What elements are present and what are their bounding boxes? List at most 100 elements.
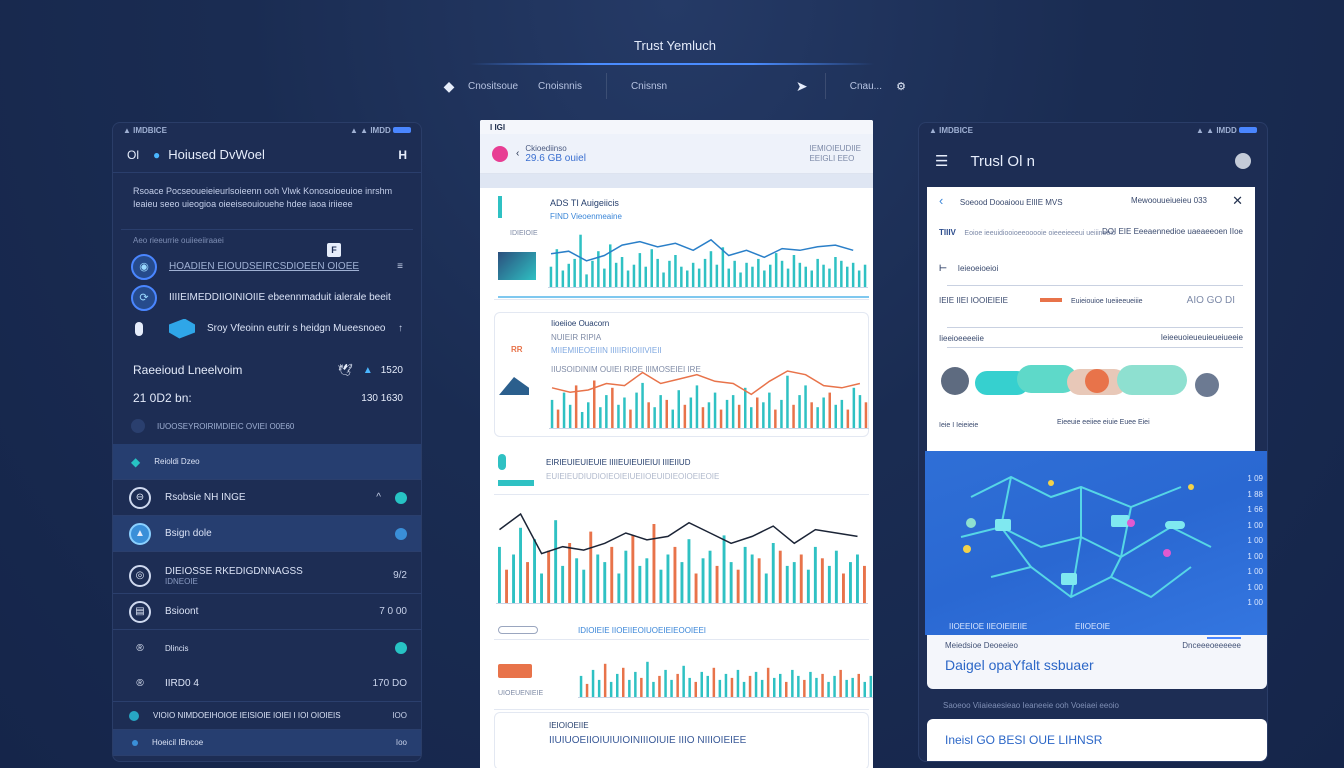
chart-bar xyxy=(754,671,758,698)
chart-bar xyxy=(676,673,679,698)
chart-line xyxy=(551,370,861,396)
teal-marker xyxy=(498,196,502,218)
chart-bar xyxy=(611,387,614,429)
chart-bar xyxy=(567,263,570,288)
list-item[interactable]: ® IIRD0 4 170 DO xyxy=(113,666,421,702)
chart-bar xyxy=(736,669,740,698)
chart-bar xyxy=(851,677,854,698)
list-item[interactable]: Hoeicil IBncoe Ioo xyxy=(113,730,421,756)
nav-item-2[interactable]: Cnoisnnis xyxy=(538,80,582,92)
list-row[interactable]: ◉ HOADIEN EIOUDSEIRCSDIOEEN OIOEE ≡ xyxy=(113,251,421,282)
profile-button[interactable] xyxy=(1235,153,1251,169)
chart-bar xyxy=(662,272,665,288)
chart-card[interactable]: UIOEUENIEIE xyxy=(494,648,873,710)
flow-icon[interactable]: F xyxy=(327,243,341,257)
nav-item-1[interactable]: Cnositsoue xyxy=(468,80,519,92)
row-text: HOADIEN EIOUDSEIRCSDIOEEN OIOEE xyxy=(169,261,360,272)
nav-item-3[interactable]: Cnisnsn xyxy=(630,80,668,92)
chart-bar xyxy=(736,569,740,604)
back-icon[interactable]: ‹ xyxy=(939,193,944,208)
blue-dot[interactable] xyxy=(395,527,407,540)
list-row[interactable]: Sroy Vfeoinn eutrir s heidgn Mueesnoeo ↑ xyxy=(113,313,421,344)
item-name: DIEIOSSE RKEDIGDNNAGSS IDNEOIE xyxy=(165,565,303,586)
settings-icon[interactable]: ⚙ xyxy=(896,80,906,93)
chart-bar xyxy=(670,679,673,698)
toggle-indicator[interactable] xyxy=(135,321,143,336)
info-card[interactable]: Ineisl GO BESI OUE LIHNSR xyxy=(927,719,1267,761)
chart-bar xyxy=(780,260,784,288)
item-end: Ioo xyxy=(395,738,407,747)
chart-bar xyxy=(706,675,709,698)
menu-icon[interactable]: H xyxy=(398,147,407,162)
chart-bar xyxy=(656,258,659,288)
nav-separator xyxy=(605,73,607,99)
chart-bar xyxy=(703,258,707,288)
back-icon[interactable]: ‹ xyxy=(516,148,520,159)
list-item[interactable]: ◎ DIEIOSSE RKEDIGDNNAGSS IDNEOIE 9/2 xyxy=(113,558,421,594)
list-item[interactable]: ⊖ Rsobsie NH INGE ^ xyxy=(113,480,421,516)
network-map[interactable]: 1 09 1 88 1 66 1 00 1 00 1 00 1 00 1 00 … xyxy=(925,451,1267,635)
chart-bar xyxy=(851,262,855,288)
chart-bar xyxy=(766,667,770,698)
list-row[interactable]: ⟳ IIIIEIMEDDIIOINIOIIE ebeennmaduit iale… xyxy=(113,282,421,313)
chart-bar xyxy=(629,409,632,429)
chart-bar xyxy=(652,681,655,698)
chart-bar xyxy=(771,543,775,604)
page-title: Trusl Ol n xyxy=(970,152,1035,170)
chart-bar xyxy=(718,679,722,698)
profile-icon[interactable] xyxy=(492,145,508,162)
right-header: ☰ Trusl Ol n xyxy=(919,137,1267,185)
chart-bar xyxy=(737,404,741,429)
chart-bar xyxy=(792,562,796,604)
chart-bar xyxy=(834,257,837,288)
close-icon[interactable]: ✕ xyxy=(1232,193,1243,208)
chart-card[interactable]: EIRIEUIEUIEUIE IIIIEUIEUIEIUI IIIEIIUD E… xyxy=(494,450,869,495)
header-left-label[interactable]: Ol xyxy=(127,147,139,162)
list-item[interactable]: ◆ Reioldi Dzeo xyxy=(113,444,421,480)
chart-bar xyxy=(828,268,831,288)
chart-bar xyxy=(610,546,614,604)
row-text: Sroy Vfeoinn eutrir s heidgn Mueesnoeo xyxy=(207,323,386,334)
chart-bar xyxy=(751,266,754,288)
chart-card[interactable]: ADS TI Auigeiicis FIND Vieoenmeaine IDIE… xyxy=(494,190,869,300)
bird-icon: 🕊 xyxy=(337,363,353,377)
account-label[interactable]: Cnau... xyxy=(849,80,882,92)
chart-bar xyxy=(798,262,802,288)
chart-bar xyxy=(764,573,768,604)
chart-card[interactable]: Iioeiioe Ouacorn NUIEIR RIPIA MIIEMIIEOE… xyxy=(494,312,869,437)
chart-card[interactable]: IEIOIOEIIE IIUIUOEIIOIUIUIOINIIIOIUIE II… xyxy=(494,712,869,768)
chart-bar xyxy=(762,402,765,429)
chart-card[interactable]: IDIOIEIE IIOEIIEOIUOEIEIEOOIEEI xyxy=(494,620,869,640)
chart-bar xyxy=(803,679,806,698)
chart-bar xyxy=(863,565,866,604)
chart-bar xyxy=(674,255,677,288)
list-item[interactable]: VIOIO NIMDOEIHOIOE IEISIOIE IOIEI I IOI … xyxy=(113,702,421,730)
bookmark-icon: ⊢ xyxy=(939,263,948,273)
chart-bar xyxy=(596,554,600,604)
list-item[interactable]: ® Dlincis xyxy=(113,630,421,666)
chart-bar xyxy=(540,573,543,604)
chart-bar xyxy=(666,554,670,604)
send-icon[interactable]: ➤ xyxy=(795,77,808,94)
cube-icon xyxy=(169,318,195,339)
chart-bar xyxy=(834,550,838,604)
chart-bar xyxy=(694,681,697,698)
chart-bar xyxy=(700,671,703,698)
footnote: Saoeoo Viiaieaesieao Ieaneeie ooh Voeiae… xyxy=(943,701,1120,710)
list-item[interactable]: ▤ Bsioont 7 0 00 xyxy=(113,594,421,630)
teal-dot[interactable] xyxy=(395,642,407,654)
menu-icon[interactable]: ☰ xyxy=(935,153,949,170)
chart-card[interactable] xyxy=(494,508,869,608)
row-text: IIIIEIMEDDIIOINIOIIE ebeennmaduit ialera… xyxy=(169,292,391,303)
chart-line xyxy=(499,512,858,555)
list-row[interactable]: IUOOSEYROIRIMDIEIC OVIEI O0E60 xyxy=(113,412,421,440)
list-item[interactable]: ▲ Bsign dole xyxy=(113,516,421,552)
chart-bar xyxy=(554,520,558,604)
bar-line-chart xyxy=(549,370,869,429)
logo-icon[interactable]: ◆ xyxy=(443,77,455,94)
row-menu-icon[interactable]: ≡ xyxy=(397,261,403,272)
teal-dot[interactable] xyxy=(395,491,407,504)
info-card[interactable]: Meiedsioe Deoeeieo Dnceeeoeeeeee Daigel … xyxy=(927,635,1267,689)
chart-bar xyxy=(641,382,644,429)
chart-bar xyxy=(605,395,608,429)
